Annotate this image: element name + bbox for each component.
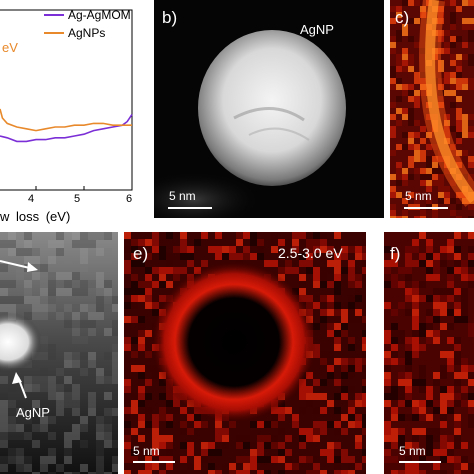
scale-bar-label: 5 nm (133, 444, 160, 458)
scale-bar (133, 461, 175, 463)
haadf-image (0, 232, 118, 474)
x-axis-label: w loss (eV) (0, 209, 71, 224)
eels-heatmap (384, 232, 474, 474)
legend: Ag-AgMOM AgNPs (44, 6, 150, 46)
scale-bar-label: 5 nm (405, 189, 432, 203)
x-tick-6: 6 (126, 193, 133, 205)
plot-frame (0, 9, 133, 191)
panel-b-label: b) (162, 8, 178, 27)
partial-ev-label: eV (2, 40, 18, 55)
legend-label-ag-agmom: Ag-AgMOM (68, 8, 131, 22)
panel-c-eels-map: c) 5 nm (390, 0, 474, 218)
x-tick-5: 5 (74, 193, 81, 205)
panel-b-haadf: b) AgNP 5 nm (154, 0, 384, 218)
scale-bar (404, 207, 448, 209)
panel-f-label: f) (390, 244, 401, 263)
haadf-image (154, 0, 384, 218)
panel-f-eels-map: f) 5 nm (384, 232, 474, 474)
series-line-ag-agmom (0, 113, 133, 143)
panel-d-haadf: AgNP (0, 232, 118, 474)
agnp-label: AgNP (300, 22, 334, 37)
eels-heatmap (390, 0, 474, 218)
agnp-particle (0, 312, 42, 372)
series-line-agnps (0, 108, 132, 132)
legend-swatch-agnps (44, 32, 64, 34)
scale-bar (399, 461, 441, 463)
legend-swatch-ag-agmom (44, 14, 64, 16)
agnp-label: AgNP (16, 405, 50, 420)
panel-a-spectrum: 4 5 6 w loss (eV) eV Ag-AgMOM AgNPs (0, 0, 150, 228)
x-tick-4: 4 (28, 193, 35, 205)
scale-bar (168, 207, 212, 209)
energy-range-label: 2.5-3.0 eV (278, 245, 343, 261)
scale-bar-label: 5 nm (169, 189, 196, 203)
eels-heatmap (124, 232, 366, 474)
spectrum-plot (0, 9, 133, 191)
panel-e-eels-map: e) 2.5-3.0 eV 5 nm (124, 232, 366, 474)
scale-bar-label: 5 nm (399, 444, 426, 458)
panel-e-label: e) (133, 244, 149, 263)
legend-label-agnps: AgNPs (68, 26, 106, 40)
panel-c-label: c) (395, 8, 410, 27)
